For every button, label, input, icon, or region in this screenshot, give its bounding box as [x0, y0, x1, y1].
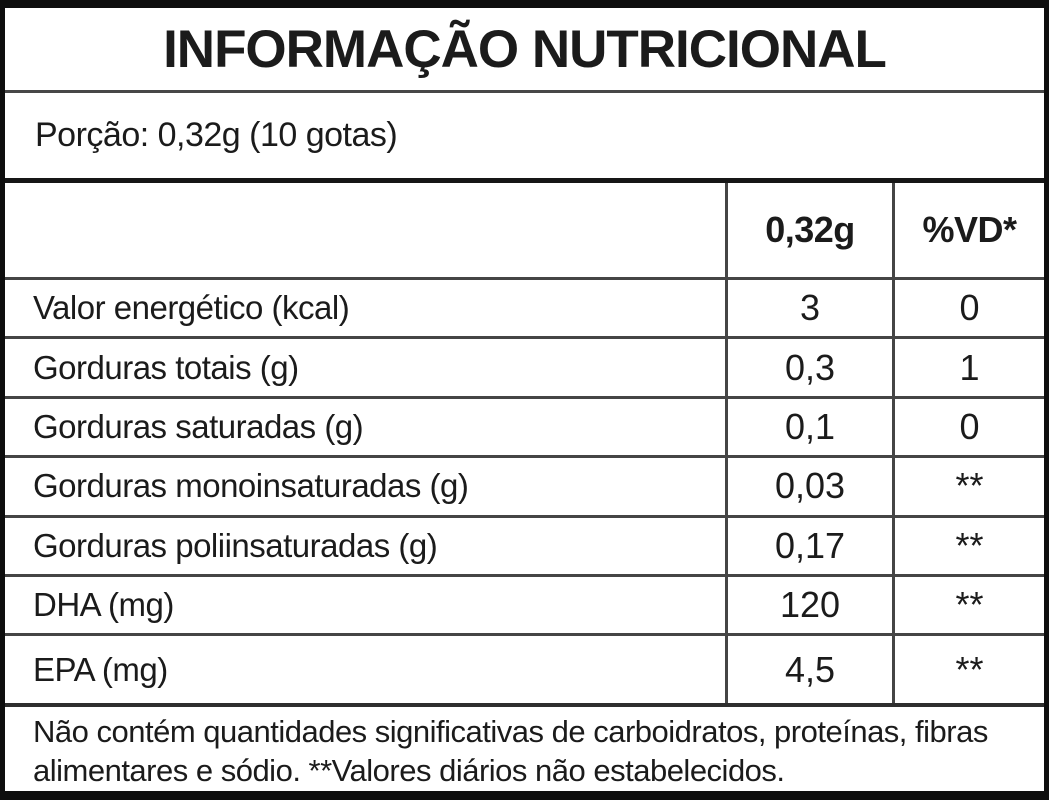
dv-column-header: %VD*: [892, 183, 1044, 277]
table-row: Gorduras totais (g) 0,3 1: [5, 339, 1044, 399]
nutrient-label: Gorduras poliinsaturadas (g): [33, 526, 438, 564]
nutrient-label: EPA (mg): [33, 650, 168, 688]
table-row: EPA (mg) 4,5 **: [5, 636, 1044, 707]
nutrient-amount: 0,03: [725, 458, 892, 515]
nutrient-label: Gorduras saturadas (g): [33, 408, 364, 446]
nutrient-label: Gorduras monoinsaturadas (g): [33, 467, 469, 505]
nutrient-dv: 1: [892, 339, 1044, 396]
nutrient-label: Gorduras totais (g): [33, 348, 299, 386]
nutrient-amount: 4,5: [725, 636, 892, 703]
nutrient-dv: **: [892, 458, 1044, 515]
footnote-text: Não contém quantidades significativas de…: [33, 714, 988, 788]
nutrient-amount: 120: [725, 577, 892, 634]
serving-size-row: Porção: 0,32g (10 gotas): [5, 93, 1044, 183]
nutrient-dv: 0: [892, 398, 1044, 456]
table-row: Gorduras poliinsaturadas (g) 0,17 **: [5, 517, 1044, 578]
nutrient-dv: **: [892, 577, 1044, 634]
table-row: Gorduras saturadas (g) 0,1 0: [5, 398, 1044, 459]
nutrient-amount: 0,1: [725, 398, 892, 456]
table-header-row: 0,32g %VD*: [5, 183, 1044, 280]
header-spacer-cell: [5, 183, 725, 277]
table-row: DHA (mg) 120 **: [5, 577, 1044, 637]
nutrient-dv: **: [892, 517, 1044, 575]
nutrition-table: 0,32g %VD* Valor energético (kcal) 3 0 G…: [5, 183, 1044, 707]
table-row: Valor energético (kcal) 3 0: [5, 280, 1044, 340]
nutrient-dv: 0: [892, 280, 1044, 337]
amount-column-header: 0,32g: [725, 183, 892, 277]
nutrient-label: Valor energético (kcal): [33, 289, 350, 327]
nutrient-amount: 0,17: [725, 517, 892, 575]
label-title: INFORMAÇÃO NUTRICIONAL: [163, 19, 887, 79]
nutrient-amount: 0,3: [725, 339, 892, 396]
nutrient-dv: **: [892, 636, 1044, 703]
nutrient-label: DHA (mg): [33, 586, 174, 624]
nutrient-amount: 3: [725, 280, 892, 337]
table-row: Gorduras monoinsaturadas (g) 0,03 **: [5, 458, 1044, 518]
label-title-box: INFORMAÇÃO NUTRICIONAL: [5, 8, 1044, 93]
serving-size-text: Porção: 0,32g (10 gotas): [35, 116, 398, 154]
